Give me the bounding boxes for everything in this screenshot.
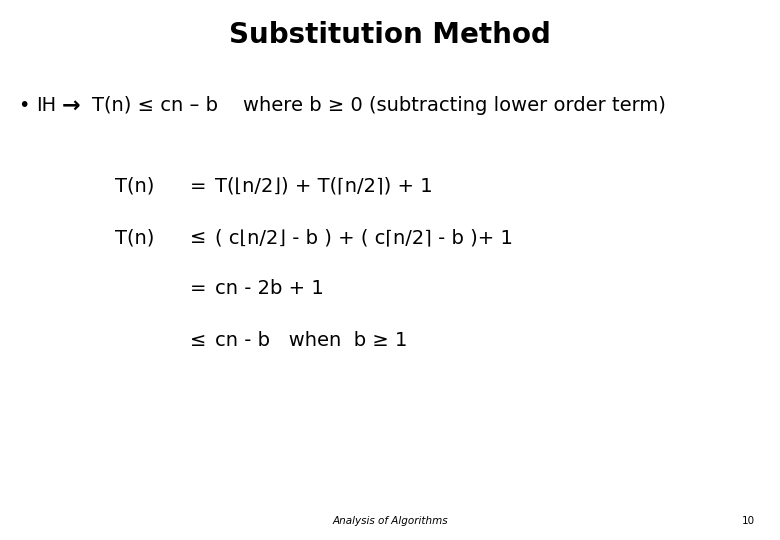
Text: ( c⌊n/2⌋ - b ) + ( c⌈n/2⌉ - b )+ 1: ( c⌊n/2⌋ - b ) + ( c⌈n/2⌉ - b )+ 1: [215, 228, 513, 247]
Text: •: •: [18, 96, 30, 115]
Text: cn - 2b + 1: cn - 2b + 1: [215, 279, 324, 299]
Text: =: =: [190, 279, 207, 299]
Text: Analysis of Algorithms: Analysis of Algorithms: [332, 516, 448, 526]
Text: IH: IH: [36, 96, 56, 115]
Text: T(n) ≤ cn – b    where b ≥ 0 (subtracting lower order term): T(n) ≤ cn – b where b ≥ 0 (subtracting l…: [92, 96, 666, 115]
Text: ≤: ≤: [190, 228, 207, 247]
Text: Substitution Method: Substitution Method: [229, 21, 551, 49]
Text: →: →: [62, 95, 80, 116]
Text: cn - b   when  b ≥ 1: cn - b when b ≥ 1: [215, 330, 407, 350]
Text: ≤: ≤: [190, 330, 207, 350]
Text: T(n): T(n): [115, 228, 154, 247]
Text: T(n): T(n): [115, 177, 154, 196]
Text: 10: 10: [742, 516, 755, 526]
Text: =: =: [190, 177, 207, 196]
Text: T(⌊n/2⌋) + T(⌈n/2⌉) + 1: T(⌊n/2⌋) + T(⌈n/2⌉) + 1: [215, 177, 433, 196]
